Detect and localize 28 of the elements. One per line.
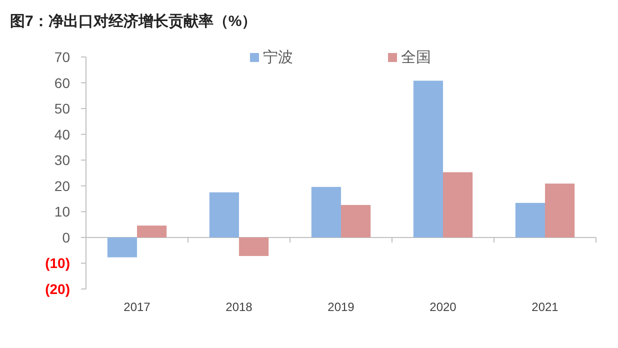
bar [107, 237, 137, 258]
bar [443, 172, 473, 238]
legend-label: 宁波 [263, 49, 293, 66]
chart-title: 图7：净出口对经济增长贡献率（%） [10, 12, 257, 30]
x-tick-label: 2017 [124, 300, 151, 314]
bar [311, 186, 341, 238]
bar [239, 237, 269, 256]
bar [413, 80, 443, 238]
y-tick-label: 70 [54, 49, 70, 65]
x-tick-label: 2018 [226, 300, 253, 314]
bar [209, 192, 239, 238]
y-tick-label: 60 [54, 74, 70, 91]
y-tick-label: 40 [54, 126, 70, 142]
bar [341, 204, 371, 238]
y-tick-label: (10) [45, 255, 70, 272]
x-tick-label: 2020 [430, 300, 457, 314]
y-tick-label: 0 [62, 229, 70, 246]
x-tick-label: 2021 [532, 300, 559, 314]
y-tick-label: 20 [54, 178, 70, 194]
y-tick-label: 50 [54, 100, 70, 117]
x-tick-label: 2019 [328, 300, 355, 314]
y-tick-label: 30 [54, 152, 70, 168]
bar [545, 184, 575, 238]
y-tick-label: 10 [54, 204, 70, 220]
bar [137, 226, 167, 238]
legend-label: 全国 [401, 49, 431, 66]
y-tick-label: (20) [45, 281, 70, 297]
bar [515, 202, 545, 238]
